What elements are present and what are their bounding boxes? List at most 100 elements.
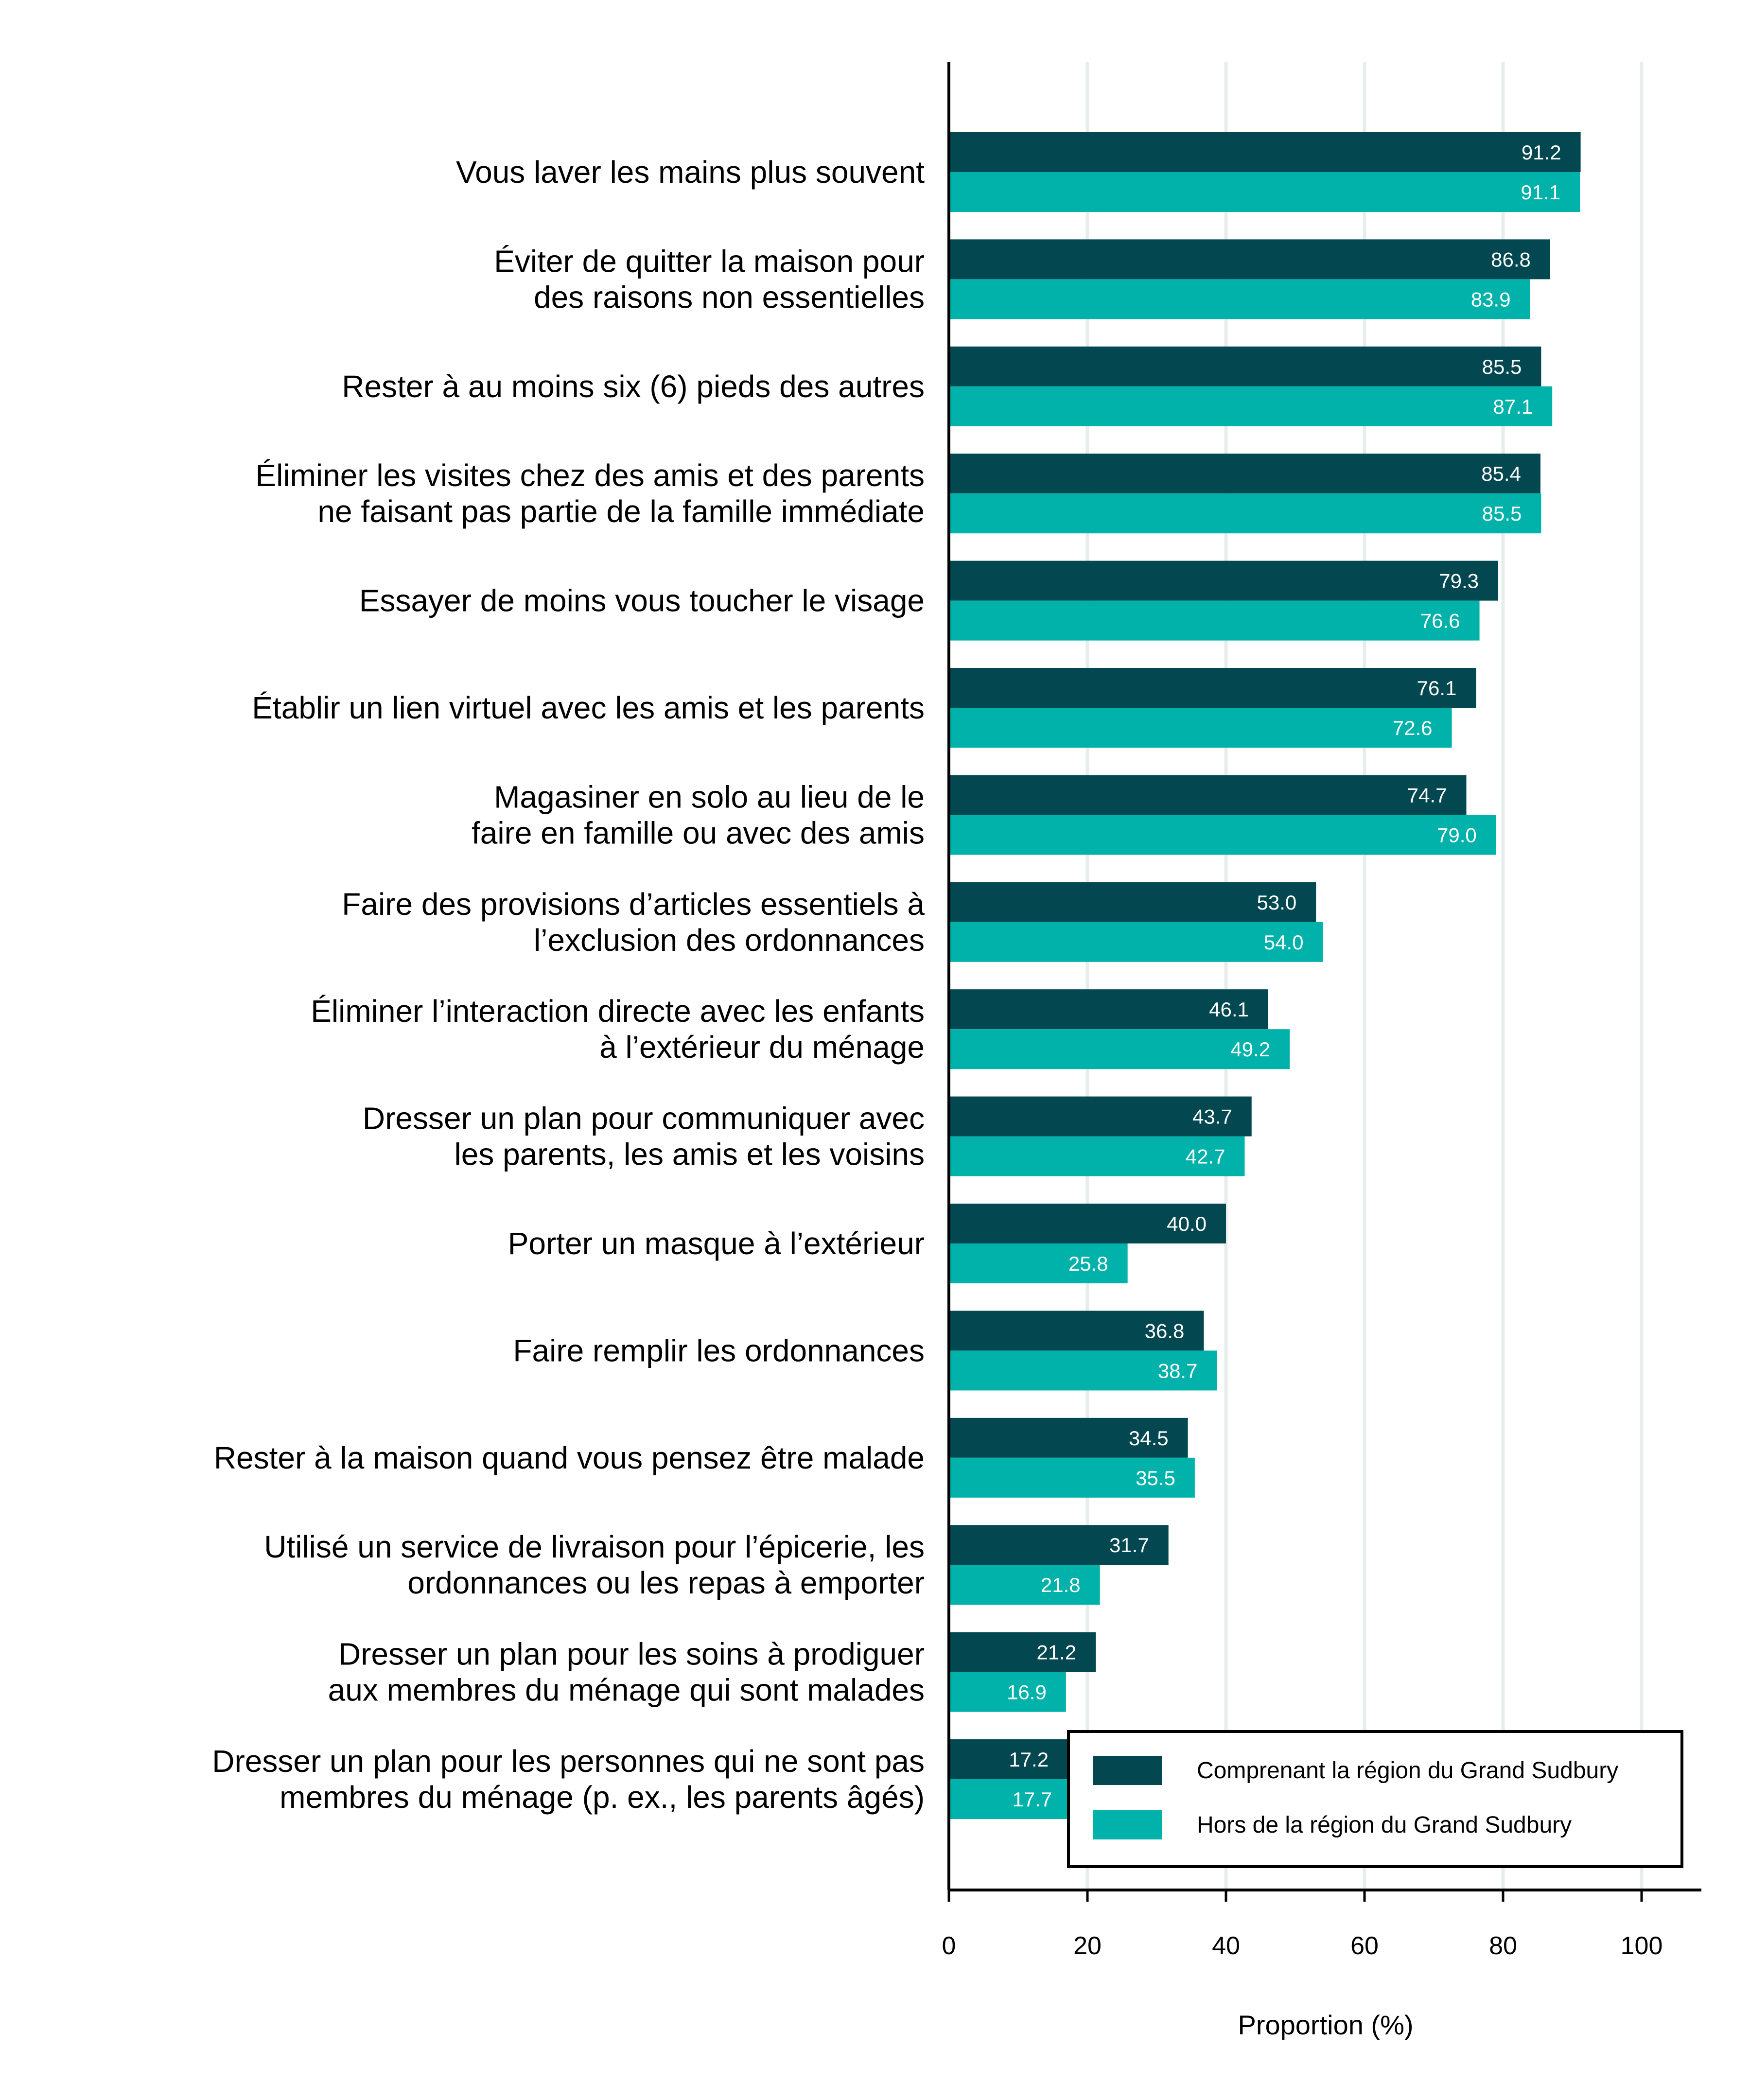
bar [949,668,1476,708]
x-tick-label: 0 [942,1932,956,1960]
category-label: des raisons non essentielles [534,280,925,315]
bar [949,132,1581,172]
category-label: Faire remplir les ordonnances [513,1333,925,1368]
category-label: Magasiner en solo au lieu de le [494,779,925,814]
x-tick-label: 60 [1350,1932,1379,1960]
bar-value-label: 42.7 [1186,1145,1225,1168]
bar-value-label: 17.2 [1009,1748,1049,1771]
category-label: Dresser un plan pour les personnes qui n… [212,1744,925,1779]
x-tick-label: 80 [1489,1932,1517,1960]
category-label: faire en famille ou avec des amis [472,815,925,850]
bar [949,1350,1217,1391]
bar-value-label: 17.7 [1012,1788,1052,1811]
category-label: Vous laver les mains plus souvent [456,155,925,190]
bar [949,454,1540,494]
category-label: Porter un masque à l’extérieur [508,1226,925,1261]
bar [949,279,1530,319]
bar-value-label: 54.0 [1264,931,1304,954]
x-tick-labels: 0 20 40 60 80 100 [942,1932,1663,1960]
bar-value-label: 79.0 [1437,823,1477,846]
bar [949,708,1452,748]
bar [949,775,1467,815]
bar [949,600,1480,641]
axes [947,62,1701,1902]
legend-box [1067,1730,1683,1868]
bar-value-label: 72.6 [1393,717,1433,739]
legend-swatch [1093,1756,1162,1785]
bar-value-label: 74.7 [1407,784,1447,806]
bar-value-label: 86.8 [1491,248,1531,271]
category-label: ordonnances ou les repas à emporter [407,1565,925,1600]
bar [949,172,1580,212]
category-label: Rester à au moins six (6) pieds des autr… [342,369,925,404]
category-label: Faire des provisions d’articles essentie… [342,887,925,922]
category-label: l’exclusion des ordonnances [534,923,925,958]
bar-value-label: 85.5 [1482,355,1522,378]
category-label: Utilisé un service de livraison pour l’é… [264,1529,925,1564]
bar [949,1029,1290,1069]
category-labels: Vous laver les mains plus souvent Éviter … [212,155,925,1815]
legend-label: Hors de la région du Grand Sudbury [1197,1812,1572,1838]
bar-value-label: 16.9 [1007,1681,1047,1704]
category-label: Rester à la maison quand vous pensez êtr… [214,1440,925,1475]
bar [949,1418,1188,1458]
bar-value-label: 31.7 [1109,1534,1149,1557]
bar-value-label: 85.5 [1482,502,1522,525]
bar-value-label: 38.7 [1158,1359,1198,1382]
bar-value-label: 36.8 [1145,1319,1185,1342]
bar-value-label: 40.0 [1167,1212,1207,1235]
bar [949,989,1268,1030]
bar-value-label: 53.0 [1257,891,1297,914]
bar-value-label: 21.8 [1041,1574,1081,1596]
bar [949,1672,1066,1712]
bar-value-label: 87.1 [1493,395,1533,418]
gridlines [1085,62,1644,1890]
bar [949,1204,1226,1243]
category-label: Éliminer les visites chez des amis et de… [255,458,925,493]
bar [949,1136,1245,1176]
bar-value-label: 91.2 [1522,141,1561,164]
bar-value-label: 76.6 [1420,610,1460,632]
category-label: Éliminer l’interaction directe avec les … [311,994,925,1029]
category-label: les parents, les amis et les voisins [455,1137,925,1172]
bar [949,386,1553,426]
bar [949,1457,1195,1498]
bar [949,239,1550,280]
legend-label: Comprenant la région du Grand Sudbury [1197,1758,1618,1784]
bar-value-label: 46.1 [1209,998,1249,1021]
bar-value-label: 21.2 [1036,1641,1076,1664]
bar [949,1311,1204,1351]
bar-value-label: 49.2 [1230,1038,1270,1061]
category-label: à l’extérieur du ménage [599,1030,925,1065]
legend-swatch [1093,1810,1162,1839]
bar-value-label: 25.8 [1068,1252,1108,1275]
x-tick-label: 100 [1621,1932,1663,1960]
bar-value-label: 43.7 [1192,1105,1232,1128]
bar [949,1739,1068,1779]
bar [949,815,1496,855]
bar-value-label: 79.3 [1439,570,1479,593]
bar [949,1565,1100,1605]
category-label: membres du ménage (p. ex., les parents â… [280,1780,925,1815]
bar-value-label: 35.5 [1136,1467,1175,1489]
category-label: Éviter de quitter la maison pour [494,244,925,279]
bar [949,1632,1096,1672]
bar [949,1096,1252,1137]
bar [949,493,1541,534]
bar-series: 91.2 91.1 86.8 83.9 85.5 87.1 85.4 85.5 79.3 76.6… [949,132,1581,1819]
bar-value-label: 85.4 [1481,462,1521,485]
bar-value-label: 91.1 [1521,181,1560,204]
category-label: Essayer de moins vous toucher le visage [359,583,925,618]
bar [949,922,1323,962]
category-label: Établir un lien virtuel avec les amis et… [252,690,925,725]
x-tick-label: 40 [1212,1932,1240,1960]
category-label: Dresser un plan pour les soins à prodigu… [338,1637,925,1672]
bar-value-label: 34.5 [1129,1427,1169,1450]
bar-value-label: 83.9 [1471,288,1511,311]
bar [949,346,1541,386]
category-label: ne faisant pas partie de la famille immé… [317,494,925,529]
bar-value-label: 76.1 [1417,677,1457,700]
category-label: Dresser un plan pour communiquer avec [363,1101,925,1136]
bar [949,1779,1072,1819]
